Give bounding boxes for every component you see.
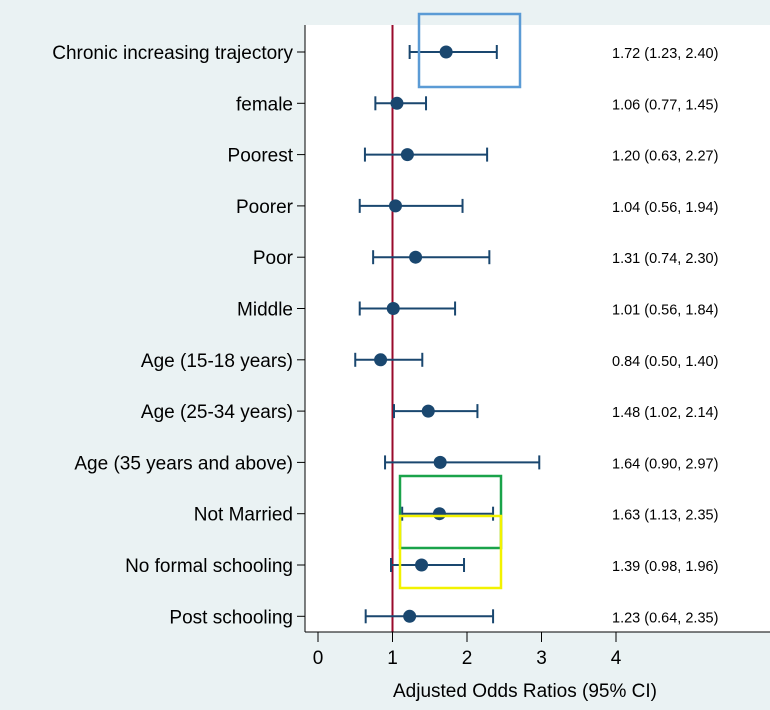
estimate-text: 1.01 (0.56, 1.84)	[612, 303, 718, 319]
row-label: Age (25-34 years)	[141, 402, 293, 423]
row-11: Post schooling 1.23 (0.64, 2.35)	[169, 607, 718, 628]
plot-area	[305, 25, 770, 632]
point-estimate	[388, 199, 402, 213]
estimate-text: 1.04 (0.56, 1.94)	[612, 200, 718, 216]
row-1: female 1.06 (0.77, 1.45)	[236, 94, 718, 115]
row-5: Middle 1.01 (0.56, 1.84)	[237, 300, 718, 321]
row-label: Poorer	[236, 197, 294, 218]
row-6: Age (15-18 years) 0.84 (0.50, 1.40)	[141, 351, 719, 372]
x-tick-label: 0	[313, 648, 324, 669]
point-estimate	[403, 609, 417, 623]
estimate-text: 0.84 (0.50, 1.40)	[612, 354, 718, 370]
estimate-text: 1.23 (0.64, 2.35)	[612, 610, 718, 626]
row-7: Age (25-34 years) 1.48 (1.02, 2.14)	[141, 402, 719, 423]
highlight-box-not-married	[398, 474, 503, 550]
row-label: Age (35 years and above)	[74, 453, 293, 474]
point-estimate	[439, 45, 453, 59]
x-tick-label: 4	[611, 648, 622, 669]
row-label: Not Married	[194, 505, 293, 526]
row-label: No formal schooling	[125, 556, 293, 577]
row-label: Middle	[237, 300, 293, 321]
row-4: Poor 1.31 (0.74, 2.30)	[253, 248, 719, 269]
highlight-box-trajectory	[417, 12, 522, 89]
x-tick-label: 2	[462, 648, 473, 669]
point-estimate	[400, 148, 414, 162]
estimate-text: 1.31 (0.74, 2.30)	[612, 251, 718, 267]
point-estimate	[421, 404, 435, 418]
estimate-text: 1.72 (1.23, 2.40)	[612, 46, 718, 62]
point-estimate	[433, 455, 447, 469]
row-label: Age (15-18 years)	[141, 351, 293, 372]
row-label: Poorest	[228, 146, 294, 167]
x-axis-title: Adjusted Odds Ratios (95% CI)	[393, 681, 657, 702]
row-3: Poorer 1.04 (0.56, 1.94)	[236, 197, 718, 218]
row-label: Chronic increasing trajectory	[52, 43, 293, 64]
point-estimate	[432, 507, 446, 521]
point-estimate	[409, 250, 423, 264]
point-estimate	[386, 302, 400, 315]
row-9: Not Married 1.63 (1.13, 2.35)	[194, 505, 719, 526]
row-label: Poor	[253, 248, 294, 269]
estimate-text: 1.39 (0.98, 1.96)	[612, 559, 718, 575]
estimate-text: 1.48 (1.02, 2.14)	[612, 405, 718, 421]
point-estimate	[390, 96, 404, 110]
row-label: female	[236, 94, 293, 115]
estimate-text: 1.06 (0.77, 1.45)	[612, 97, 718, 113]
point-estimate	[374, 353, 388, 367]
row-10: No formal schooling 1.39 (0.98, 1.96)	[125, 556, 718, 577]
row-0: Chronic increasing trajectory 1.72 (1.23,…	[52, 43, 718, 64]
estimate-text: 1.20 (0.63, 2.27)	[612, 149, 718, 165]
x-tick-label: 1	[387, 648, 398, 669]
estimate-text: 1.63 (1.13, 2.35)	[612, 508, 718, 524]
x-tick-label: 3	[536, 648, 547, 669]
highlight-box-no-schooling	[398, 514, 503, 590]
row-2: Poorest 1.20 (0.63, 2.27)	[228, 146, 719, 167]
row-label: Post schooling	[169, 607, 293, 628]
point-estimate	[415, 558, 429, 572]
row-8: Age (35 years and above) 1.64 (0.90, 2.97…	[74, 453, 718, 474]
estimate-text: 1.64 (0.90, 2.97)	[612, 456, 718, 472]
